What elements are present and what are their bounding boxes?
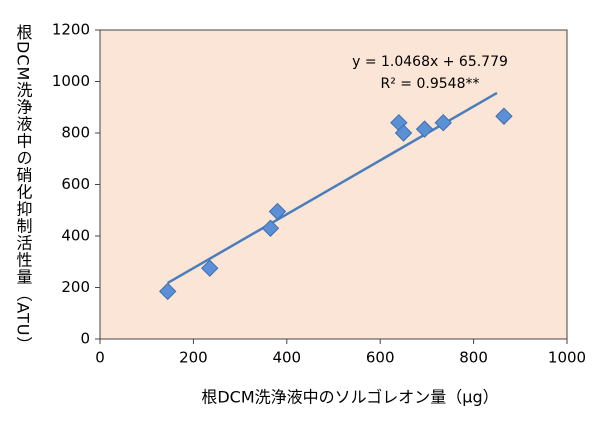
x-tick-label: 0: [95, 349, 105, 367]
marker: [394, 124, 413, 142]
y-axis-label: 根DCM洗浄液中の硝化抑制活性量（ATU）: [14, 24, 33, 353]
x-axis-label: 根DCM洗浄液中のソルゴレオン量（μg）: [201, 388, 498, 407]
y-tick-label: 1200: [52, 21, 90, 39]
x-tick-label: 600: [366, 349, 395, 367]
y-tick-label: 200: [61, 278, 90, 296]
marker: [201, 259, 219, 277]
r-squared: R² = 0.9548**: [381, 76, 480, 92]
marker: [434, 113, 452, 132]
equation: y = 1.0468x + 65.779: [352, 54, 508, 70]
marker: [495, 107, 513, 125]
plot-area: [99, 29, 568, 340]
x-tick-label: 1000: [548, 349, 586, 367]
marker: [159, 282, 177, 301]
x-tick-label: 200: [179, 349, 208, 367]
y-tick-label: 0: [80, 330, 90, 348]
x-tick-label: 800: [459, 349, 488, 367]
marker: [415, 120, 434, 138]
y-tick-label: 400: [61, 227, 90, 245]
y-tick-label: 800: [61, 124, 90, 142]
y-tick-label: 1000: [52, 72, 90, 90]
marker: [268, 202, 287, 221]
y-tick-label: 600: [61, 175, 90, 193]
x-tick-label: 400: [272, 349, 301, 367]
marker: [261, 219, 280, 237]
